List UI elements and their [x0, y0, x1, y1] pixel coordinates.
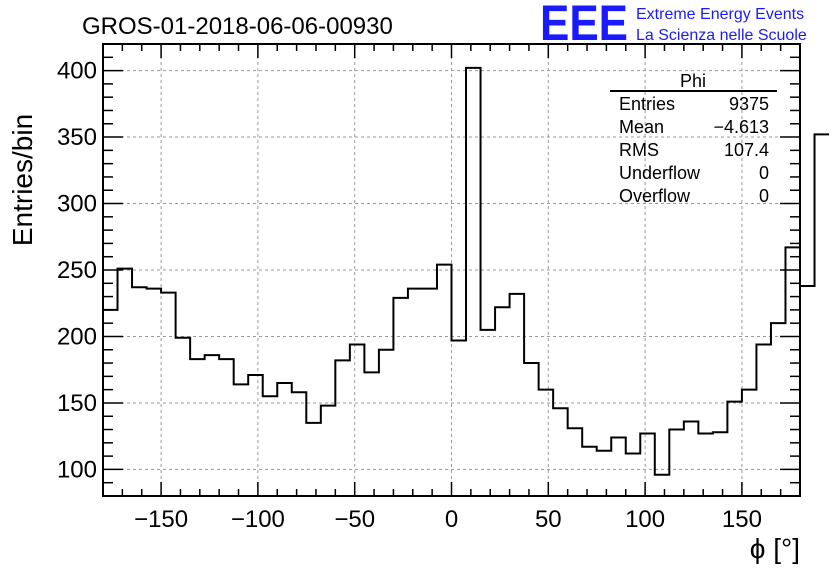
histogram-bin-14 — [306, 423, 321, 496]
histogram-bin-5 — [176, 338, 191, 496]
stats-label-rms: RMS — [619, 140, 659, 160]
histogram-bin-40 — [684, 422, 699, 496]
histogram-bin-34 — [597, 451, 612, 496]
stats-label-overflow: Overflow — [619, 186, 691, 206]
histogram-bin-15 — [321, 406, 336, 496]
stats-value-mean: −4.613 — [713, 117, 769, 137]
y-tick-label-1: 150 — [57, 390, 97, 417]
y-tick-label-2: 200 — [57, 323, 97, 350]
histogram-bin-20 — [393, 298, 408, 496]
histogram-bin-19 — [379, 350, 394, 496]
histogram-bin-49 — [815, 134, 830, 496]
histogram-bin-21 — [408, 289, 423, 496]
histogram-bin-38 — [655, 475, 670, 496]
histogram-bin-27 — [495, 307, 510, 496]
histogram-bin-4 — [161, 293, 176, 496]
y-tick-label-4: 300 — [57, 191, 97, 218]
stats-label-mean: Mean — [619, 117, 664, 137]
y-tick-label-3: 250 — [57, 257, 97, 284]
histogram-bin-31 — [553, 408, 568, 496]
histogram-bin-22 — [422, 289, 437, 496]
run-title: GROS-01-2018-06-06-00930 — [82, 13, 393, 40]
x-tick-label-2: −50 — [334, 506, 375, 533]
x-axis-title: ϕ [°] — [750, 533, 800, 564]
histogram-bin-48 — [800, 286, 815, 496]
x-tick-label-3: 0 — [445, 506, 458, 533]
histogram-bin-37 — [640, 434, 655, 496]
x-tick-labels: −150 −100 −50 0 50 100 150 — [134, 506, 762, 533]
histogram-bin-26 — [481, 330, 496, 496]
eee-logo: EEE — [540, 0, 628, 51]
stats-value-underflow: 0 — [759, 163, 769, 183]
histogram-bin-35 — [611, 438, 626, 496]
stats-box: Phi Entries 9375 Mean −4.613 RMS 107.4 Underfl… — [610, 71, 777, 206]
histogram-bin-1 — [118, 269, 133, 496]
stats-value-entries: 9375 — [729, 94, 769, 114]
histogram-bin-3 — [147, 289, 162, 496]
histogram-bin-36 — [626, 453, 641, 496]
x-tick-label-4: 50 — [535, 506, 562, 533]
stats-label-underflow: Underflow — [619, 163, 701, 183]
histogram-bin-10 — [248, 375, 263, 496]
histogram-bin-41 — [698, 434, 713, 496]
histogram-bin-33 — [582, 447, 597, 496]
histogram-bin-7 — [205, 355, 220, 496]
y-tick-label-5: 350 — [57, 124, 97, 151]
histogram-bin-39 — [669, 430, 684, 496]
y-tick-labels: 100 150 200 250 300 350 400 — [57, 58, 97, 484]
histogram-bin-2 — [132, 287, 147, 496]
histogram-bin-8 — [219, 359, 234, 496]
histogram-bin-11 — [263, 396, 278, 496]
histogram-bin-13 — [292, 392, 307, 496]
x-tick-label-6: 150 — [722, 506, 762, 533]
histogram-bin-16 — [335, 360, 350, 496]
y-tick-label-6: 400 — [57, 58, 97, 85]
brand-line-1: Extreme Energy Events — [636, 6, 804, 23]
axis-ticks — [102, 43, 801, 497]
stats-label-entries: Entries — [619, 94, 675, 114]
histogram-bin-28 — [510, 294, 525, 496]
stats-value-overflow: 0 — [759, 186, 769, 206]
histogram-bin-18 — [364, 372, 379, 496]
y-axis-title: Entries/bin — [7, 114, 38, 246]
histogram-bin-43 — [727, 402, 742, 496]
histogram-bin-25 — [466, 68, 481, 496]
stats-rows: Entries 9375 Mean −4.613 RMS 107.4 Underflow 0 O… — [619, 94, 769, 206]
x-tick-label-1: −100 — [231, 506, 285, 533]
histogram-bin-17 — [350, 344, 365, 496]
histogram-bin-6 — [190, 359, 205, 496]
x-tick-label-5: 100 — [625, 506, 665, 533]
y-tick-label-0: 100 — [57, 456, 97, 483]
histogram-bin-12 — [277, 383, 292, 496]
stats-title: Phi — [680, 71, 706, 91]
x-tick-label-0: −150 — [134, 506, 188, 533]
histogram-bin-23 — [437, 265, 452, 496]
histogram-bin-29 — [524, 363, 539, 496]
histogram-bin-24 — [452, 340, 467, 496]
histogram-bin-30 — [539, 390, 554, 496]
histogram-bin-9 — [234, 384, 249, 496]
histogram-bin-44 — [742, 390, 757, 496]
histogram-bin-42 — [713, 432, 728, 496]
histogram-bin-32 — [568, 428, 583, 496]
histogram-bin-45 — [756, 344, 771, 496]
stats-value-rms: 107.4 — [724, 140, 769, 160]
histogram-outline — [103, 66, 830, 476]
brand-line-2: La Scienza nelle Scuole — [636, 27, 807, 44]
histogram-bin-47 — [785, 247, 800, 496]
